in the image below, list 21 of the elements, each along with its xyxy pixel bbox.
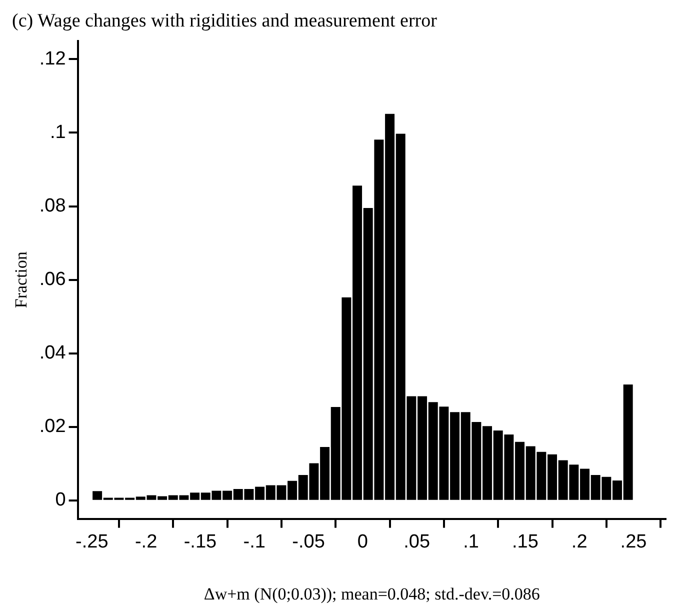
chart-title: (c) Wage changes with rigidities and measurement error [12, 10, 438, 32]
y-tick-label: .12 [39, 48, 66, 70]
x-tick-label: .1 [463, 531, 479, 552]
y-axis-title: Fraction [12, 250, 31, 308]
x-tick-label: -.1 [243, 531, 266, 552]
y-tick-label: .08 [39, 195, 66, 216]
x-tick-label: -.25 [76, 531, 108, 552]
x-tick-label: -.2 [134, 531, 158, 552]
x-tick-label: -.05 [292, 531, 325, 552]
x-tick-label: .15 [512, 531, 538, 552]
x-tick-label: .25 [620, 531, 647, 552]
y-tick-label: .02 [39, 416, 66, 438]
y-tick-label: .1 [50, 122, 66, 143]
y-tick-label: .06 [39, 269, 66, 290]
y-tick-label: .04 [39, 342, 66, 364]
x-tick-label: -.15 [184, 531, 217, 552]
x-tick-label: .2 [571, 531, 588, 552]
y-tick-label: 0 [55, 490, 66, 511]
x-tick-label: .05 [404, 531, 430, 552]
x-axis-title: Δw+m (N(0;0.03)); mean=0.048; std.-dev.=0.086 [204, 584, 540, 604]
x-tick-label: 0 [357, 531, 368, 552]
